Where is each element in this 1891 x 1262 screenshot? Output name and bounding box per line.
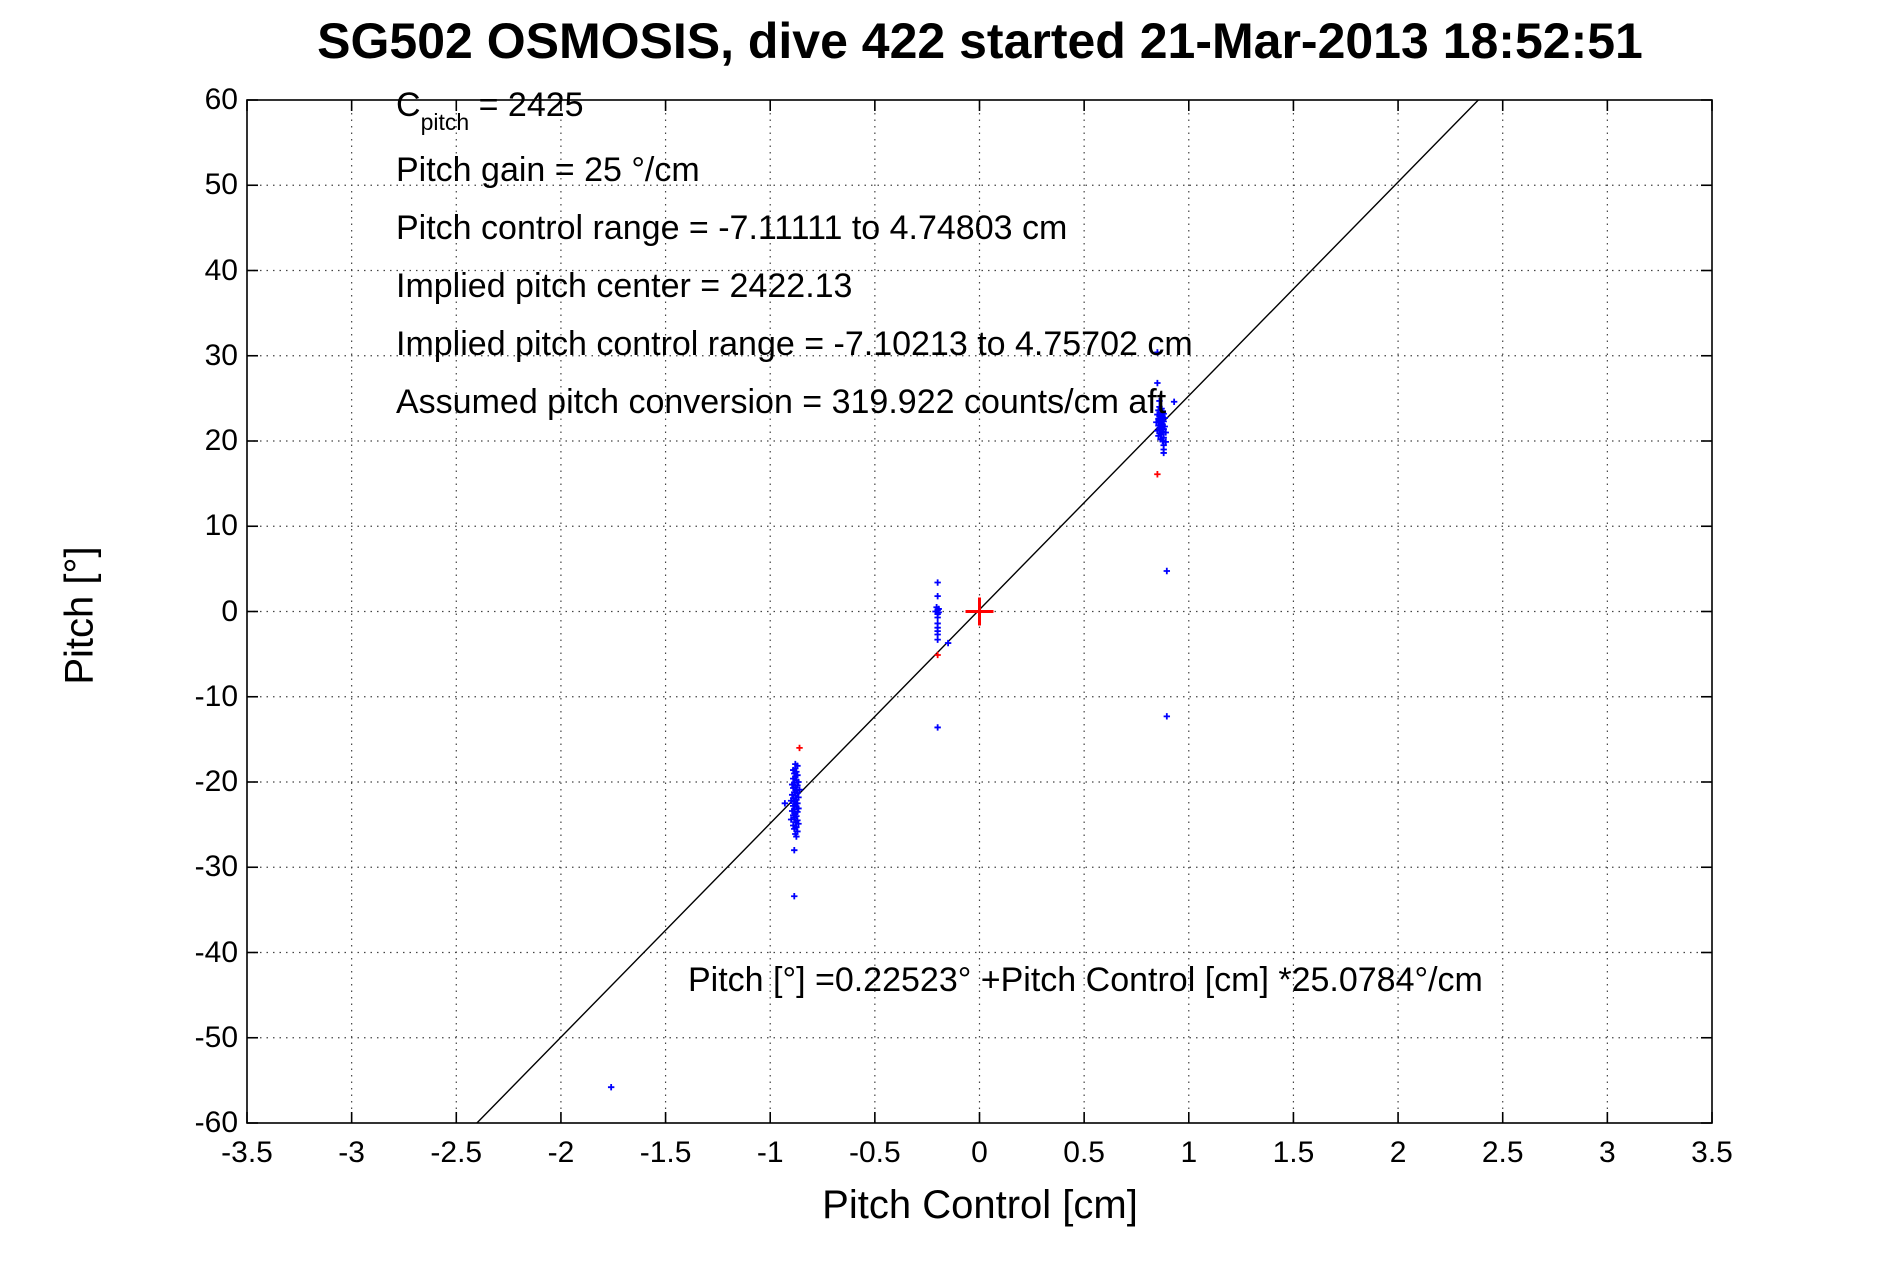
data-point	[1154, 349, 1161, 356]
annotation-implied-pitch-control-range: Implied pitch control range = -7.10213 t…	[396, 325, 1193, 363]
data-point	[791, 847, 798, 854]
x-tick-label: -3.5	[221, 1136, 273, 1169]
y-tick-label: 30	[204, 338, 238, 372]
data-point	[607, 1083, 615, 1091]
y-tick-label: -30	[194, 850, 238, 884]
annotation-implied-pitch-center: Implied pitch center = 2422.13	[396, 267, 853, 305]
data-point	[934, 636, 941, 643]
data-point	[1156, 397, 1163, 405]
fit-equation-label: Pitch [°] =0.22523° +Pitch Control [cm] …	[688, 961, 1483, 999]
data-point	[1155, 432, 1162, 440]
y-tick-label: -60	[194, 1106, 238, 1139]
x-tick-label: 2	[1389, 1136, 1407, 1169]
x-tick-label: -2	[547, 1136, 575, 1169]
annotation-pitch-gain: Pitch gain = 25 °/cm	[396, 151, 700, 189]
data-point	[787, 816, 795, 823]
data-point	[1160, 449, 1167, 457]
y-tick-label: 60	[204, 83, 238, 116]
data-point	[795, 820, 802, 827]
data-point	[781, 800, 789, 807]
x-tick-label: 1	[1180, 1136, 1198, 1169]
data-point	[1154, 379, 1161, 387]
y-axis-label: Pitch [°]	[57, 546, 102, 685]
x-tick-label: 0	[971, 1136, 988, 1169]
x-tick-label: 2.5	[1481, 1136, 1524, 1169]
data-point	[1154, 471, 1161, 478]
cpitch-subscript: pitch	[420, 108, 470, 135]
data-point	[1162, 429, 1169, 436]
x-tick-label: 3	[1599, 1136, 1616, 1169]
x-tick-label: -0.5	[848, 1136, 901, 1169]
annotation-assumed-pitch-conversion: Assumed pitch conversion = 319.922 count…	[396, 383, 1167, 421]
data-point	[793, 833, 800, 840]
data-point	[934, 579, 941, 586]
x-tick-label: -1.5	[639, 1136, 692, 1169]
y-tick-label: -10	[194, 679, 238, 713]
cpitch-value: = 2425	[469, 86, 584, 124]
data-point	[796, 744, 803, 752]
y-tick-label: -40	[194, 935, 238, 969]
y-tick-label: 40	[204, 253, 238, 287]
x-axis-label: Pitch Control [cm]	[822, 1183, 1138, 1227]
chart-title: SG502 OSMOSIS, dive 422 started 21-Mar-2…	[317, 13, 1643, 69]
annotation-pitch-control-range: Pitch control range = -7.11111 to 4.7480…	[396, 209, 1068, 247]
annotation-cpitch: Cpitch = 2425	[396, 83, 584, 138]
data-point	[791, 893, 798, 900]
cpitch-base: C	[396, 86, 421, 124]
y-tick-label: 10	[204, 509, 238, 543]
y-tick-label: -50	[194, 1020, 238, 1054]
data-point	[1170, 398, 1178, 405]
data-point	[934, 651, 941, 659]
y-tick-label: 50	[204, 168, 238, 202]
data-point	[944, 639, 952, 647]
data-point	[1162, 438, 1169, 446]
x-tick-label: -1	[756, 1136, 784, 1169]
y-tick-label: 20	[204, 424, 238, 457]
y-tick-label: 0	[221, 594, 238, 628]
x-tick-label: 0.5	[1063, 1136, 1105, 1169]
x-tick-label: 1.5	[1272, 1136, 1315, 1169]
data-point	[934, 592, 941, 600]
data-point	[1163, 713, 1171, 720]
y-tick-label: -20	[194, 765, 238, 798]
x-tick-label: -2.5	[430, 1136, 483, 1169]
data-point	[934, 614, 941, 621]
data-point	[934, 724, 941, 731]
x-tick-label: 3.5	[1691, 1136, 1733, 1169]
data-point	[1163, 567, 1171, 575]
origin-cross-marker	[965, 597, 994, 626]
x-tick-label: -3	[338, 1136, 365, 1169]
